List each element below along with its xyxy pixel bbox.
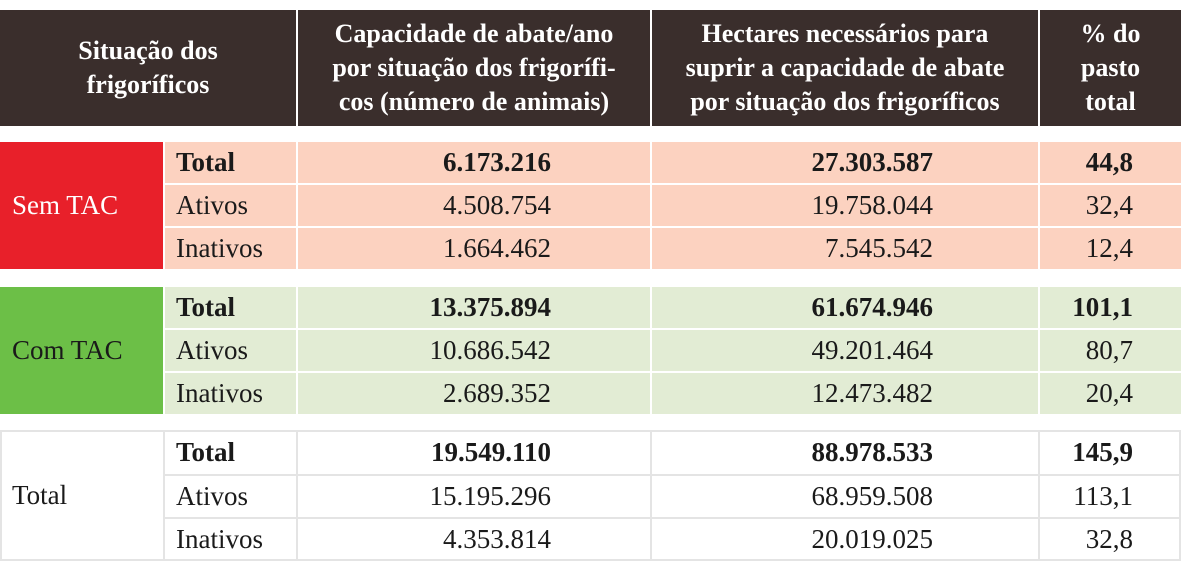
row-divider bbox=[165, 517, 1181, 519]
row-name: Total bbox=[176, 437, 236, 467]
header-divider bbox=[650, 10, 652, 126]
table-row: Total 6.173.216 27.303.587 44,8 bbox=[165, 142, 1181, 183]
table-row: Ativos 10.686.542 49.201.464 80,7 bbox=[165, 330, 1181, 371]
pct-value: 32,8 bbox=[1085, 524, 1133, 554]
table-row: Ativos 15.195.296 68.959.508 113,1 bbox=[165, 476, 1181, 517]
row-name: Ativos bbox=[176, 481, 249, 511]
header-pct: % do pasto total bbox=[1080, 19, 1141, 116]
row-name: Inativos bbox=[176, 233, 263, 263]
table-row: Inativos 2.689.352 12.473.482 20,4 bbox=[165, 373, 1181, 414]
group-label: Com TAC bbox=[0, 287, 163, 414]
table-row: Inativos 1.664.462 7.545.542 12,4 bbox=[165, 228, 1181, 269]
column-divider bbox=[650, 287, 652, 414]
pct-value: 113,1 bbox=[1073, 481, 1133, 511]
hectares-value: 12.473.482 bbox=[811, 378, 934, 408]
column-divider bbox=[650, 142, 652, 269]
table-row: Ativos 4.508.754 19.758.044 32,4 bbox=[165, 185, 1181, 226]
capacidade-value: 4.353.814 bbox=[443, 524, 551, 554]
pct-value: 44,8 bbox=[1085, 147, 1133, 177]
column-divider bbox=[163, 287, 165, 414]
capacidade-value: 1.664.462 bbox=[443, 233, 551, 263]
column-divider bbox=[163, 142, 165, 269]
column-divider bbox=[1038, 432, 1040, 559]
column-divider bbox=[163, 432, 165, 559]
table-row: Total 19.549.110 88.978.533 145,9 bbox=[165, 432, 1181, 473]
hectares-value: 19.758.044 bbox=[811, 190, 934, 220]
pct-value: 145,9 bbox=[1072, 437, 1133, 467]
column-divider bbox=[296, 287, 298, 414]
column-divider bbox=[650, 432, 652, 559]
capacidade-value: 6.173.216 bbox=[443, 147, 551, 177]
pct-value: 12,4 bbox=[1085, 233, 1133, 263]
row-name: Inativos bbox=[176, 378, 263, 408]
row-name: Inativos bbox=[176, 524, 263, 554]
group-label: Sem TAC bbox=[0, 142, 163, 269]
row-divider bbox=[165, 183, 1181, 185]
header-hectares: Hectares necessários para suprir a capac… bbox=[685, 19, 1005, 116]
row-divider bbox=[165, 474, 1181, 476]
capacidade-value: 13.375.894 bbox=[429, 292, 552, 322]
header-divider bbox=[296, 10, 298, 126]
row-divider bbox=[165, 226, 1181, 228]
group-label: Total bbox=[12, 480, 68, 510]
table-row: Inativos 4.353.814 20.019.025 32,8 bbox=[165, 519, 1181, 560]
table-row: Total 13.375.894 61.674.946 101,1 bbox=[165, 287, 1181, 328]
pct-value: 32,4 bbox=[1085, 190, 1133, 220]
capacidade-value: 4.508.754 bbox=[443, 190, 551, 220]
hectares-value: 49.201.464 bbox=[811, 335, 934, 365]
column-divider bbox=[1038, 287, 1040, 414]
hectares-value: 7.545.542 bbox=[825, 233, 933, 263]
row-name: Total bbox=[176, 292, 236, 322]
column-divider bbox=[296, 432, 298, 559]
row-divider bbox=[165, 371, 1181, 373]
total-group-frame bbox=[0, 430, 1181, 561]
pct-value: 80,7 bbox=[1085, 335, 1133, 365]
pct-value: 20,4 bbox=[1085, 378, 1133, 408]
row-divider bbox=[165, 328, 1181, 330]
hectares-value: 27.303.587 bbox=[811, 147, 934, 177]
column-divider bbox=[1038, 142, 1040, 269]
row-name: Ativos bbox=[176, 335, 249, 365]
capacidade-value: 19.549.110 bbox=[430, 437, 551, 467]
pct-value: 101,1 bbox=[1072, 292, 1133, 322]
row-name: Ativos bbox=[176, 190, 249, 220]
capacidade-value: 15.195.296 bbox=[429, 481, 552, 511]
header-capacidade: Capacidade de abate/ano por situação dos… bbox=[332, 19, 616, 116]
capacidade-value: 10.686.542 bbox=[429, 335, 552, 365]
header-situacao: Situação dos frigoríficos bbox=[78, 36, 218, 99]
table-header: Situação dos frigoríficos Capacidade de … bbox=[0, 10, 1181, 126]
hectares-value: 61.674.946 bbox=[811, 292, 934, 322]
column-divider bbox=[296, 142, 298, 269]
hectares-value: 68.959.508 bbox=[811, 481, 934, 511]
header-divider bbox=[1038, 10, 1040, 126]
hectares-value: 20.019.025 bbox=[811, 524, 934, 554]
capacidade-value: 2.689.352 bbox=[443, 378, 551, 408]
hectares-value: 88.978.533 bbox=[811, 437, 934, 467]
row-name: Total bbox=[176, 147, 236, 177]
